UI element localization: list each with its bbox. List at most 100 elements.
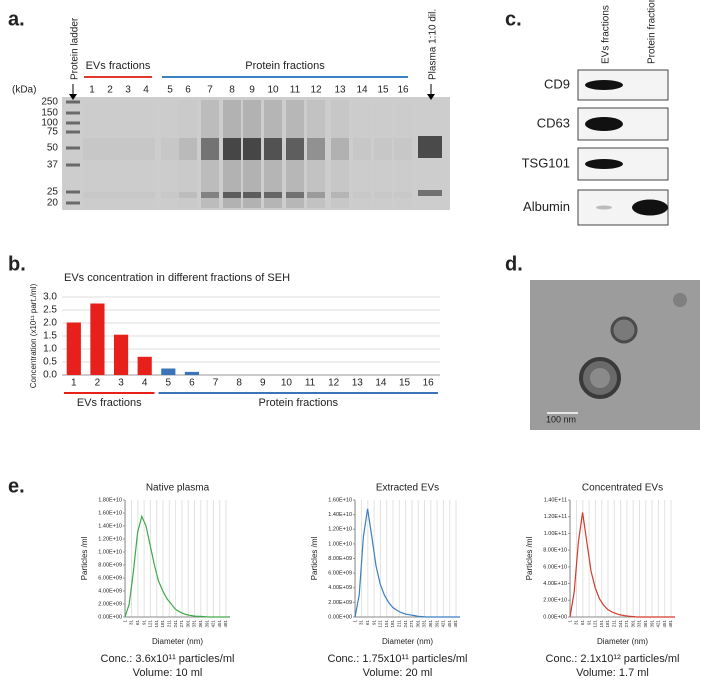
y-axis-label: Particles /ml	[525, 536, 534, 580]
x-tick-label: 11	[305, 378, 316, 389]
chart-title: Native plasma	[146, 483, 210, 494]
x-tick-label: 61	[365, 620, 370, 626]
y-tick-label: 1.60E+10	[98, 510, 122, 516]
bar	[137, 356, 152, 375]
gel-band	[286, 192, 304, 198]
gel-band	[307, 138, 325, 160]
y-tick-label: 1.00E+10	[98, 549, 122, 555]
x-tick-label: 331	[422, 620, 427, 628]
annotation: Volume: 1.7 ml	[576, 667, 649, 679]
y-tick-label: 0.0	[43, 370, 57, 381]
annotation: Conc.: 1.75x10¹¹ particles/ml	[328, 653, 468, 665]
x-tick-label: 91	[371, 620, 376, 626]
x-tick-label: 1	[352, 620, 357, 623]
blot-row-label: CD9	[544, 76, 570, 91]
y-tick-label: 1.60E+10	[328, 497, 352, 503]
lane-label: Plasma 1:10 dil.	[428, 9, 439, 80]
x-tick-label: 31	[129, 620, 134, 626]
x-tick-label: 61	[135, 620, 140, 626]
lane-number: 3	[125, 85, 131, 96]
group-label: EVs fractions	[86, 60, 151, 72]
chart-title: Extracted EVs	[376, 483, 439, 494]
marker-label: 25	[47, 187, 59, 198]
blot-band	[585, 117, 623, 131]
ladder-band	[66, 100, 80, 104]
x-tick-label: 481	[223, 620, 228, 628]
lane-number: 2	[107, 85, 113, 96]
ladder-band	[66, 111, 80, 115]
gel-band	[331, 138, 349, 160]
gel-band	[223, 192, 241, 198]
x-tick-label: 391	[434, 620, 439, 628]
x-tick-label: 4	[142, 378, 148, 389]
bar	[66, 322, 81, 375]
marker-label: 250	[41, 97, 58, 108]
lane-number: 7	[207, 85, 213, 96]
x-tick-label: 121	[593, 620, 598, 628]
x-tick-label: 9	[260, 378, 266, 389]
x-tick-label: 361	[198, 620, 203, 628]
y-tick-label: 2.00E+09	[328, 600, 352, 606]
x-tick-label: 481	[668, 620, 673, 628]
marker-label: 20	[47, 198, 59, 209]
x-tick-label: 361	[428, 620, 433, 628]
gel-smear	[161, 100, 179, 208]
annotation: Volume: 20 ml	[363, 667, 433, 679]
x-tick-label: 31	[359, 620, 364, 626]
y-tick-label: 1.00E+11	[544, 531, 567, 537]
marker-label: 37	[47, 160, 59, 171]
gel-smear	[119, 100, 137, 208]
marker-label: 50	[47, 143, 59, 154]
x-tick-label: 121	[148, 620, 153, 628]
ladder-band	[66, 201, 80, 205]
x-tick-label: 181	[605, 620, 610, 628]
y-tick-label: 2.00E+09	[98, 601, 122, 607]
x-tick-label: 271	[179, 620, 184, 628]
gel-band	[179, 138, 197, 160]
x-tick-label: 181	[160, 620, 165, 628]
lane-number: 5	[167, 85, 173, 96]
y-tick-label: 8.00E+09	[328, 556, 352, 562]
blot-row-label: TSG101	[522, 155, 570, 170]
y-tick-label: 6.00E+10	[543, 564, 567, 570]
x-tick-label: 3	[118, 378, 124, 389]
lane-label: Protein ladder	[70, 17, 81, 80]
blot-column-label: EVs fractions	[601, 5, 612, 64]
x-tick-label: 421	[211, 620, 216, 628]
y-tick-label: 1.20E+11	[544, 514, 567, 520]
panel-label: e.	[8, 475, 25, 497]
lane-number: 4	[143, 85, 149, 96]
blot-row-label: Albumin	[523, 199, 570, 214]
x-tick-label: 7	[213, 378, 219, 389]
gel-band	[201, 138, 219, 160]
annotation: Volume: 10 ml	[133, 667, 203, 679]
y-tick-label: 1.0	[43, 344, 57, 355]
annotation: Conc.: 3.6x10¹¹ particles/ml	[101, 653, 235, 665]
line-series	[354, 508, 460, 618]
y-tick-label: 1.40E+10	[98, 523, 122, 529]
x-tick-label: 301	[630, 620, 635, 628]
lane-number: 8	[229, 85, 235, 96]
gel-band	[201, 192, 219, 198]
x-tick-label: 391	[649, 620, 654, 628]
x-tick-label: 121	[378, 620, 383, 628]
x-tick-label: 271	[409, 620, 414, 628]
gel-smear	[286, 100, 304, 208]
gel-band	[223, 138, 241, 160]
x-tick-label: 361	[643, 620, 648, 628]
x-tick-label: 91	[141, 620, 146, 626]
y-tick-label: 4.00E+10	[543, 581, 567, 587]
blot-row-label: CD63	[537, 115, 570, 130]
gel-band	[264, 138, 282, 160]
x-tick-label: 1	[122, 620, 127, 623]
x-tick-label: 241	[173, 620, 178, 628]
x-tick-label: 151	[384, 620, 389, 628]
x-tick-label: 151	[154, 620, 159, 628]
group-label: Protein fractions	[245, 60, 325, 72]
gel-smear	[223, 100, 241, 208]
x-tick-label: 271	[624, 620, 629, 628]
gel-smear	[264, 100, 282, 208]
bar	[90, 303, 105, 375]
y-tick-label: 0.00E+00	[328, 614, 352, 620]
y-tick-label: 6.00E+09	[328, 571, 352, 577]
